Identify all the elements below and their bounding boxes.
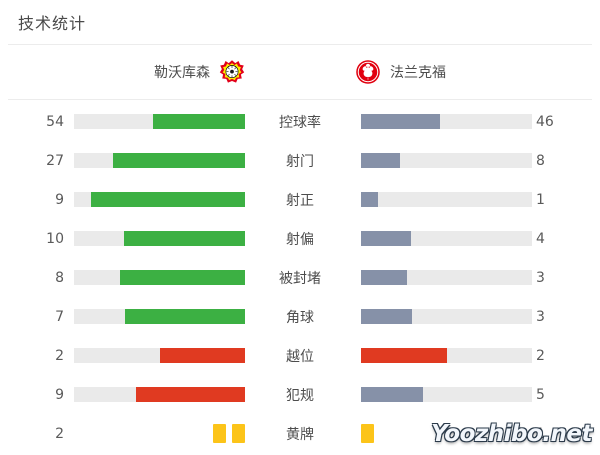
home-bar-track: [74, 309, 245, 324]
home-value: 9: [55, 386, 64, 403]
home-bar-fill: [120, 270, 245, 285]
away-value: 8: [536, 152, 545, 169]
home-bar-fill: [152, 114, 245, 129]
away-bar-track: [361, 114, 532, 129]
away-value: 46: [536, 113, 554, 130]
yellow-card-icon: [361, 424, 374, 443]
home-value: 27: [46, 152, 64, 169]
home-bar-track: [74, 270, 245, 285]
home-bar-fill: [91, 192, 245, 207]
away-bar-track: [361, 348, 532, 363]
home-value: 10: [46, 230, 64, 247]
away-bar-fill: [361, 270, 408, 285]
teams-divider: [8, 99, 592, 100]
home-bar-fill: [125, 309, 245, 324]
stat-row: 9 1 射正: [0, 180, 600, 219]
stat-row: 8 3 被封堵: [0, 258, 600, 297]
team-header-row: 勒沃库森 法兰克福: [0, 45, 600, 99]
stat-row: 27 8 射门: [0, 141, 600, 180]
stat-row: 2 1 黄牌: [0, 414, 600, 453]
stat-label: 角球: [286, 309, 314, 326]
stat-row: 9 5 犯规: [0, 375, 600, 414]
stat-label: 黄牌: [286, 426, 314, 443]
away-bar-fill: [361, 153, 401, 168]
away-value: 1: [536, 191, 545, 208]
away-bar-fill: [361, 114, 440, 129]
away-bar-track: [361, 153, 532, 168]
stat-label: 射门: [286, 153, 314, 170]
away-yellow-cards: [361, 424, 532, 443]
leverkusen-crest-icon: [219, 60, 245, 83]
frankfurt-crest-icon: [356, 60, 380, 84]
site-watermark: Yoozhibo.net: [431, 421, 592, 447]
panel-header: 技术统计: [0, 0, 600, 44]
away-bar-fill: [361, 348, 447, 363]
away-bar-track: [361, 231, 532, 246]
stat-rows: 54 46 控球率 27 8 射门 9 1 射正 10 4 射偏 8 3 被封堵 7 3 角球 2 2 越位 9 5 犯规 2 1…: [0, 100, 600, 453]
away-bar-track: [361, 387, 532, 402]
away-value: 5: [536, 386, 545, 403]
home-bar-fill: [159, 348, 245, 363]
stat-label: 射偏: [286, 231, 314, 248]
home-bar-track: [74, 192, 245, 207]
away-bar-track: [361, 270, 532, 285]
home-value: 7: [55, 308, 64, 325]
home-value: 2: [55, 347, 64, 364]
home-bar-track: [74, 348, 245, 363]
home-yellow-cards: [74, 424, 245, 443]
home-bar-track: [74, 231, 245, 246]
away-value: 1: [536, 425, 545, 442]
away-bar-fill: [361, 387, 423, 402]
away-value: 4: [536, 230, 545, 247]
yellow-card-icon: [232, 424, 245, 443]
away-bar-fill: [361, 309, 413, 324]
home-value: 9: [55, 191, 64, 208]
page-title: 技术统计: [18, 14, 87, 33]
yellow-card-icon: [213, 424, 226, 443]
stat-row: 54 46 控球率: [0, 102, 600, 141]
stat-label: 控球率: [279, 114, 321, 131]
home-value: 8: [55, 269, 64, 286]
home-bar-track: [74, 153, 245, 168]
home-bar-track: [74, 114, 245, 129]
stat-label: 犯规: [286, 387, 314, 404]
away-bar-fill: [361, 192, 379, 207]
home-team-name: 勒沃库森: [154, 65, 210, 81]
away-value: 2: [536, 347, 545, 364]
home-team[interactable]: 勒沃库森: [154, 59, 245, 85]
home-value: 54: [46, 113, 64, 130]
away-bar-track: [361, 309, 532, 324]
stat-label: 射正: [286, 192, 314, 209]
away-value: 3: [536, 308, 545, 325]
home-bar-fill: [113, 153, 245, 168]
away-value: 3: [536, 269, 545, 286]
away-team-name: 法兰克福: [390, 65, 446, 81]
home-bar-track: [74, 387, 245, 402]
home-value: 2: [55, 425, 64, 442]
stat-row: 10 4 射偏: [0, 219, 600, 258]
stat-row: 2 2 越位: [0, 336, 600, 375]
stat-label: 越位: [286, 348, 314, 365]
stat-label: 被封堵: [279, 270, 321, 287]
header-divider: [8, 44, 592, 45]
stat-row: 7 3 角球: [0, 297, 600, 336]
away-bar-track: [361, 192, 532, 207]
home-bar-fill: [123, 231, 245, 246]
away-bar-fill: [361, 231, 411, 246]
away-team[interactable]: 法兰克福: [355, 59, 446, 85]
home-bar-fill: [135, 387, 245, 402]
